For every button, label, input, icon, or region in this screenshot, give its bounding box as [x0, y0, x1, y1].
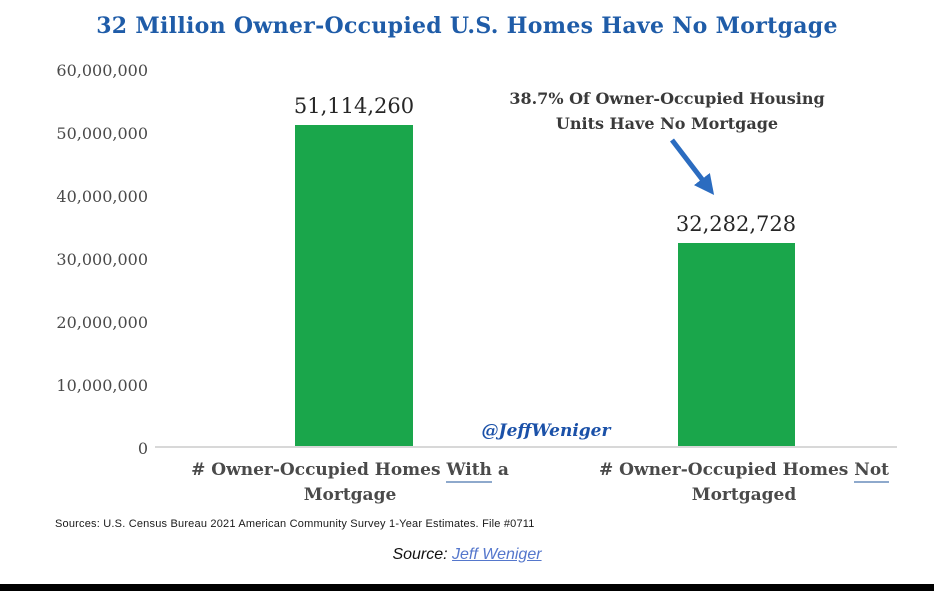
y-tick: 20,000,000 — [56, 313, 148, 332]
y-tick: 60,000,000 — [56, 61, 148, 80]
x-axis-label-with-mortgage: # Owner-Occupied Homes With a Mortgage — [154, 458, 546, 508]
footer-source: Source: Jeff Weniger — [0, 546, 934, 564]
watermark: @JeffWeniger — [481, 421, 611, 441]
x-label-text: # Owner-Occupied Homes — [598, 460, 855, 480]
arrow-icon — [670, 138, 715, 195]
x-label-line-2: Mortgage — [303, 485, 397, 505]
x-label-line-2: Mortgaged — [691, 485, 797, 505]
x-label-text: # Owner-Occupied Homes — [191, 460, 447, 480]
annotation-line-1: 38.7% Of Owner-Occupied Housing — [509, 89, 825, 108]
y-tick: 40,000,000 — [56, 187, 148, 206]
y-tick: 10,000,000 — [56, 376, 148, 395]
bottom-divider-bar — [0, 584, 934, 591]
x-label-underlined-word: With — [446, 460, 492, 483]
x-label-text: a — [491, 460, 509, 480]
plot-area: 51,114,260 32,282,728 38.7% Of Owner-Occ… — [155, 71, 897, 448]
annotation-text: 38.7% Of Owner-Occupied Housing Units Ha… — [477, 86, 857, 136]
footer-source-link[interactable]: Jeff Weniger — [452, 546, 542, 563]
bar-not-mortgaged — [678, 243, 795, 446]
chart-title: 32 Million Owner-Occupied U.S. Homes Hav… — [96, 13, 838, 39]
y-tick: 0 — [137, 439, 148, 458]
bar-value-with-mortgage: 51,114,260 — [293, 94, 415, 118]
sources-note: Sources: U.S. Census Bureau 2021 America… — [55, 518, 535, 530]
bar-with-mortgage — [295, 125, 413, 446]
x-label-underlined-word: Not — [854, 460, 890, 483]
x-axis-label-not-mortgaged: # Owner-Occupied Homes Not Mortgaged — [554, 458, 934, 508]
footer-source-label: Source: — [392, 546, 448, 563]
y-tick: 30,000,000 — [56, 250, 148, 269]
y-axis: 60,000,000 50,000,000 40,000,000 30,000,… — [0, 63, 148, 457]
annotation-line-2: Units Have No Mortgage — [555, 114, 779, 133]
bar-value-not-mortgaged: 32,282,728 — [675, 212, 797, 236]
y-tick: 50,000,000 — [56, 124, 148, 143]
